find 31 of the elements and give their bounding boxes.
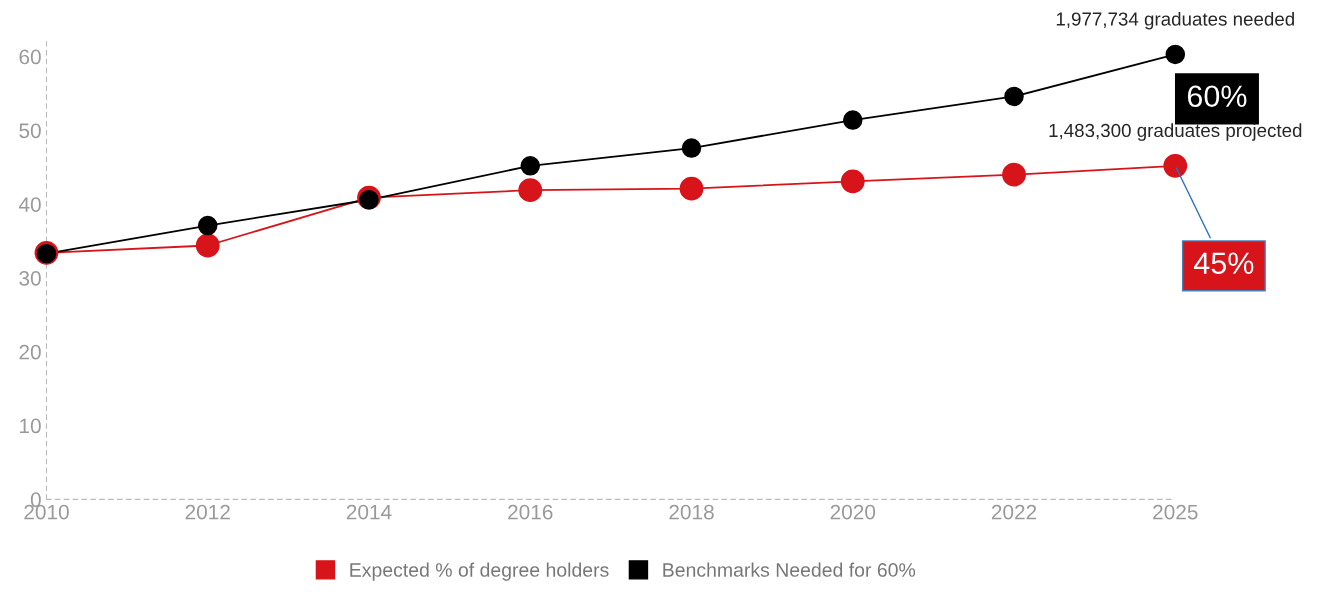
annotation: 1,483,300 graduates projected xyxy=(1049,123,1302,141)
annotation: 60% xyxy=(1187,85,1247,108)
point xyxy=(1004,86,1024,107)
x-tick-label: 2016 xyxy=(508,504,553,520)
y-tick-label: 60 xyxy=(19,49,41,65)
point xyxy=(520,156,541,176)
x-tick-label: 2012 xyxy=(185,504,230,520)
y-tick-label: 50 xyxy=(19,123,41,139)
x-tick-label: 2020 xyxy=(830,504,876,520)
point xyxy=(197,215,218,236)
point xyxy=(840,169,865,194)
point xyxy=(1002,162,1026,187)
point xyxy=(518,178,543,203)
point xyxy=(681,138,702,158)
x-tick-label: 2025 xyxy=(1153,504,1198,520)
legend-label: Expected % of degree holders xyxy=(350,562,609,581)
point xyxy=(843,110,863,130)
x-tick-label: 2018 xyxy=(669,504,714,520)
point xyxy=(1165,44,1186,65)
x-tick-label: 2022 xyxy=(991,504,1037,520)
annotation: 1,977,734 graduates needed xyxy=(1056,11,1294,30)
y-tick-label: 20 xyxy=(19,344,41,360)
y-tick-label: 10 xyxy=(20,418,41,434)
y-tick-label: 30 xyxy=(19,270,41,286)
point xyxy=(679,176,704,201)
y-tick-label: 40 xyxy=(18,197,41,212)
point xyxy=(1163,153,1188,178)
annotation: 45% xyxy=(1194,252,1254,275)
legend-label: Benchmarks Needed for 60% xyxy=(663,562,916,577)
x-tick-label: 2014 xyxy=(346,504,392,520)
point xyxy=(195,233,220,258)
